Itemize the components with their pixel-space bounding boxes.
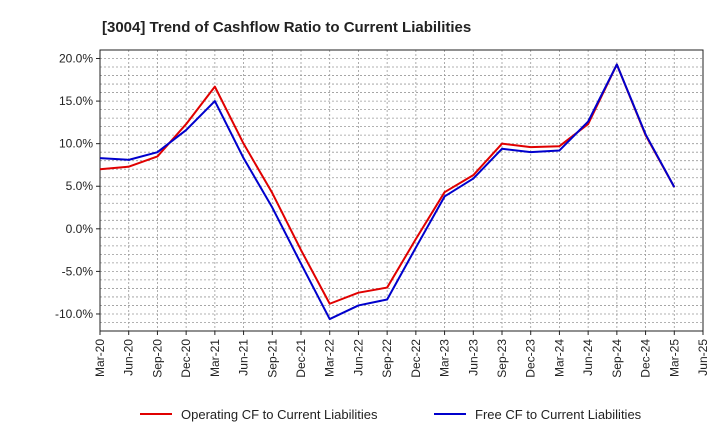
plot-area xyxy=(99,49,704,332)
series-line-1 xyxy=(99,63,676,321)
y-tick-label: 5.0% xyxy=(66,179,94,193)
x-tick-label: Jun-20 xyxy=(122,339,136,376)
x-tick-label: Sep-24 xyxy=(610,339,624,378)
x-tick-label: Mar-20 xyxy=(93,339,107,377)
x-tick-label: Sep-23 xyxy=(495,339,509,378)
chart-title: [3004] Trend of Cashflow Ratio to Curren… xyxy=(102,19,471,36)
x-tick-label: Mar-24 xyxy=(552,339,566,377)
grid-lines xyxy=(99,49,704,332)
x-tick-label: Dec-22 xyxy=(409,339,423,378)
x-tick-label: Sep-22 xyxy=(380,339,394,378)
series-layer xyxy=(99,63,676,321)
x-tick-label: Jun-24 xyxy=(581,339,595,376)
y-axis: 20.0% 15.0% 10.0% 5.0% 0.0% -5.0% -10.0% xyxy=(55,52,100,321)
y-tick-label: 15.0% xyxy=(59,94,93,108)
y-tick-label: 10.0% xyxy=(59,137,93,151)
x-tick-label: Jun-21 xyxy=(237,339,251,376)
legend-label-operating-cf: Operating CF to Current Liabilities xyxy=(181,407,378,422)
x-tick-label: Dec-21 xyxy=(294,339,308,378)
x-tick-label: Jun-25 xyxy=(696,339,710,376)
x-tick-label: Dec-23 xyxy=(524,339,538,378)
x-tick-label: Sep-21 xyxy=(265,339,279,378)
legend-label-free-cf: Free CF to Current Liabilities xyxy=(475,407,642,422)
y-tick-label: 0.0% xyxy=(66,222,94,236)
x-tick-label: Dec-24 xyxy=(639,339,653,378)
y-tick-label: -5.0% xyxy=(62,264,94,278)
y-tick-label: -10.0% xyxy=(55,307,93,321)
x-tick-label: Mar-21 xyxy=(208,339,222,377)
x-tick-label: Mar-23 xyxy=(438,339,452,377)
y-tick-label: 20.0% xyxy=(59,52,93,66)
x-tick-label: Mar-25 xyxy=(667,339,681,377)
legend: Operating CF to Current Liabilities Free… xyxy=(140,407,642,422)
x-axis: Mar-20 Jun-20 Sep-20 Dec-20 Mar-21 Jun-21 Sep-… xyxy=(93,331,710,378)
x-tick-label: Sep-20 xyxy=(150,339,164,378)
x-tick-label: Jun-22 xyxy=(351,339,365,376)
x-tick-label: Dec-20 xyxy=(179,339,193,378)
x-tick-label: Mar-22 xyxy=(323,339,337,377)
x-tick-label: Jun-23 xyxy=(466,339,480,376)
